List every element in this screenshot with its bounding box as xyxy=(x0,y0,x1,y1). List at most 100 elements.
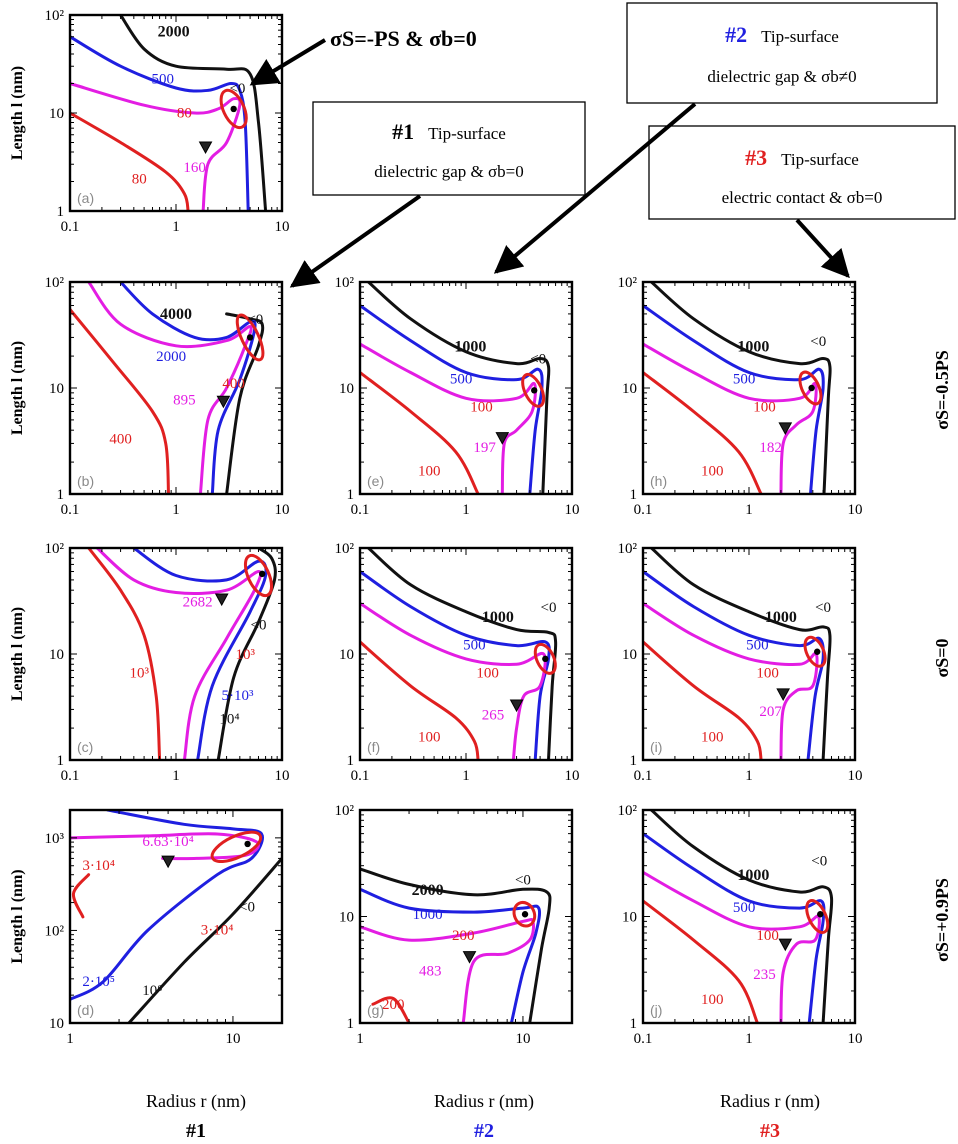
xtick-c-2: 10 xyxy=(275,768,290,784)
xtick-f-1: 1 xyxy=(462,768,470,784)
plot-area-i xyxy=(643,548,832,760)
xtick-b-1: 1 xyxy=(172,502,180,518)
box3-title: Tip-surface xyxy=(781,150,859,169)
series-a-blue xyxy=(70,35,250,211)
panel-label-c: (c) xyxy=(77,739,93,755)
loop-j xyxy=(805,899,830,934)
series-i-red xyxy=(643,640,763,760)
loop-h xyxy=(798,370,823,406)
xtick-d-1: 10 xyxy=(225,1031,240,1047)
contour-label-i-3: 207 xyxy=(759,704,782,720)
contour-label-c-3: 10³ xyxy=(129,666,149,682)
series-e-black xyxy=(366,282,551,494)
contour-label-i-4: 100 xyxy=(701,729,724,745)
series-e-red xyxy=(360,371,480,494)
ytick-e-0: 1 xyxy=(347,487,355,503)
box2-num: #2 xyxy=(725,22,747,47)
ytick-h-2: 10² xyxy=(618,275,638,291)
minimum-marker-a xyxy=(198,141,213,155)
series-i-black xyxy=(649,548,832,760)
ytick-g-1: 10 xyxy=(339,910,354,926)
panel-label-g: (g) xyxy=(367,1002,384,1018)
center-point-i xyxy=(814,648,821,655)
plot-area-d xyxy=(70,810,282,1023)
panel-label-a: (a) xyxy=(77,190,94,206)
contour-label-b-1: 2000 xyxy=(156,349,186,365)
series-a-red xyxy=(70,111,190,211)
ytick-h-0: 1 xyxy=(630,487,638,503)
contour-label-a-1: 500 xyxy=(152,71,175,87)
arrow-box1 xyxy=(289,194,422,288)
series-h-black xyxy=(649,282,832,494)
ytick-j-0: 1 xyxy=(630,1016,638,1032)
ylabel-c: Length l (nm) xyxy=(9,607,26,701)
svg-text:#2 Tip-surface: #2 Tip-surface xyxy=(725,22,839,47)
ytick-g-2: 10² xyxy=(335,803,355,819)
ytick-g-0: 1 xyxy=(347,1016,355,1032)
minimum-marker-c xyxy=(214,593,229,607)
xtick-h-0: 0.1 xyxy=(634,502,653,518)
contour-label-f-0: 1000 xyxy=(482,609,514,626)
center-point-h xyxy=(808,384,815,392)
center-point-f xyxy=(542,655,549,663)
contour-label-c-4: 5·10³ xyxy=(221,688,253,704)
series-f-blue xyxy=(360,570,551,760)
contour-label-a-4: 80 xyxy=(132,172,147,188)
contour-label-b-2: 895 xyxy=(173,392,196,408)
contour-label-j-5: <0 xyxy=(811,854,827,870)
series-a-magenta xyxy=(70,82,242,211)
row-label-2: σS=0 xyxy=(932,638,952,677)
ytick-h-1: 10 xyxy=(622,381,637,397)
plot-area-j xyxy=(643,810,834,1023)
series-f-magenta xyxy=(360,601,547,760)
contour-label-b-0: 4000 xyxy=(160,306,192,323)
minimum-marker-d xyxy=(161,855,175,869)
ytick-b-0: 1 xyxy=(57,487,65,503)
box3-line2: electric contact & σb=0 xyxy=(722,188,883,207)
ylabel-d: Length l (nm) xyxy=(9,869,26,963)
panel-label-h: (h) xyxy=(650,473,667,489)
contour-label-h-3: 182 xyxy=(759,440,782,456)
contour-label-h-1: 500 xyxy=(733,372,756,388)
ytick-a-0: 1 xyxy=(57,204,65,220)
annotation-box-2: #2 Tip-surface dielectric gap & σb≠0 xyxy=(626,2,938,104)
contour-label-j-0: 1000 xyxy=(737,867,769,884)
contour-label-g-3: 483 xyxy=(419,963,442,979)
arrow-box2 xyxy=(493,102,697,274)
xtick-a-2: 10 xyxy=(275,219,290,235)
contour-label-e-2: 100 xyxy=(470,400,493,416)
series-f-red xyxy=(360,640,480,760)
frame-j xyxy=(641,808,857,1025)
plot-area-b xyxy=(70,282,265,494)
frame-a xyxy=(68,13,284,213)
plot-area-h xyxy=(643,282,832,494)
xtick-c-0: 0.1 xyxy=(61,768,80,784)
ytick-c-2: 10² xyxy=(45,541,65,557)
loop-b xyxy=(235,313,265,362)
panel-label-j: (j) xyxy=(650,1002,662,1018)
annotation-box-3: #3 Tip-surface electric contact & σb=0 xyxy=(648,125,956,220)
xtick-j-2: 10 xyxy=(848,1031,863,1047)
ytick-f-1: 10 xyxy=(339,647,354,663)
col1-axis-title: Radius r (nm) xyxy=(146,1091,246,1112)
contour-label-d-4: 2·10⁵ xyxy=(82,974,115,990)
xtick-h-1: 1 xyxy=(745,502,753,518)
series-h-blue xyxy=(643,304,825,494)
col2-tag: #2 xyxy=(474,1120,494,1142)
series-j-magenta xyxy=(643,870,821,1023)
center-point-e xyxy=(531,387,538,394)
xtick-e-2: 10 xyxy=(565,502,580,518)
ytick-b-1: 10 xyxy=(49,381,64,397)
annotation-box-1: #1 Tip-surface dielectric gap & σb=0 xyxy=(312,101,586,196)
contour-label-a-5: <0 xyxy=(229,81,245,97)
ytick-e-1: 10 xyxy=(339,381,354,397)
box3-num: #3 xyxy=(745,145,767,170)
minimum-marker-f xyxy=(509,699,524,713)
col3-tag: #3 xyxy=(760,1120,780,1142)
ytick-d-0: 10 xyxy=(49,1016,64,1032)
contour-label-d-3: <0 xyxy=(239,900,255,916)
contour-label-d-1: 3·10⁴ xyxy=(82,858,115,874)
